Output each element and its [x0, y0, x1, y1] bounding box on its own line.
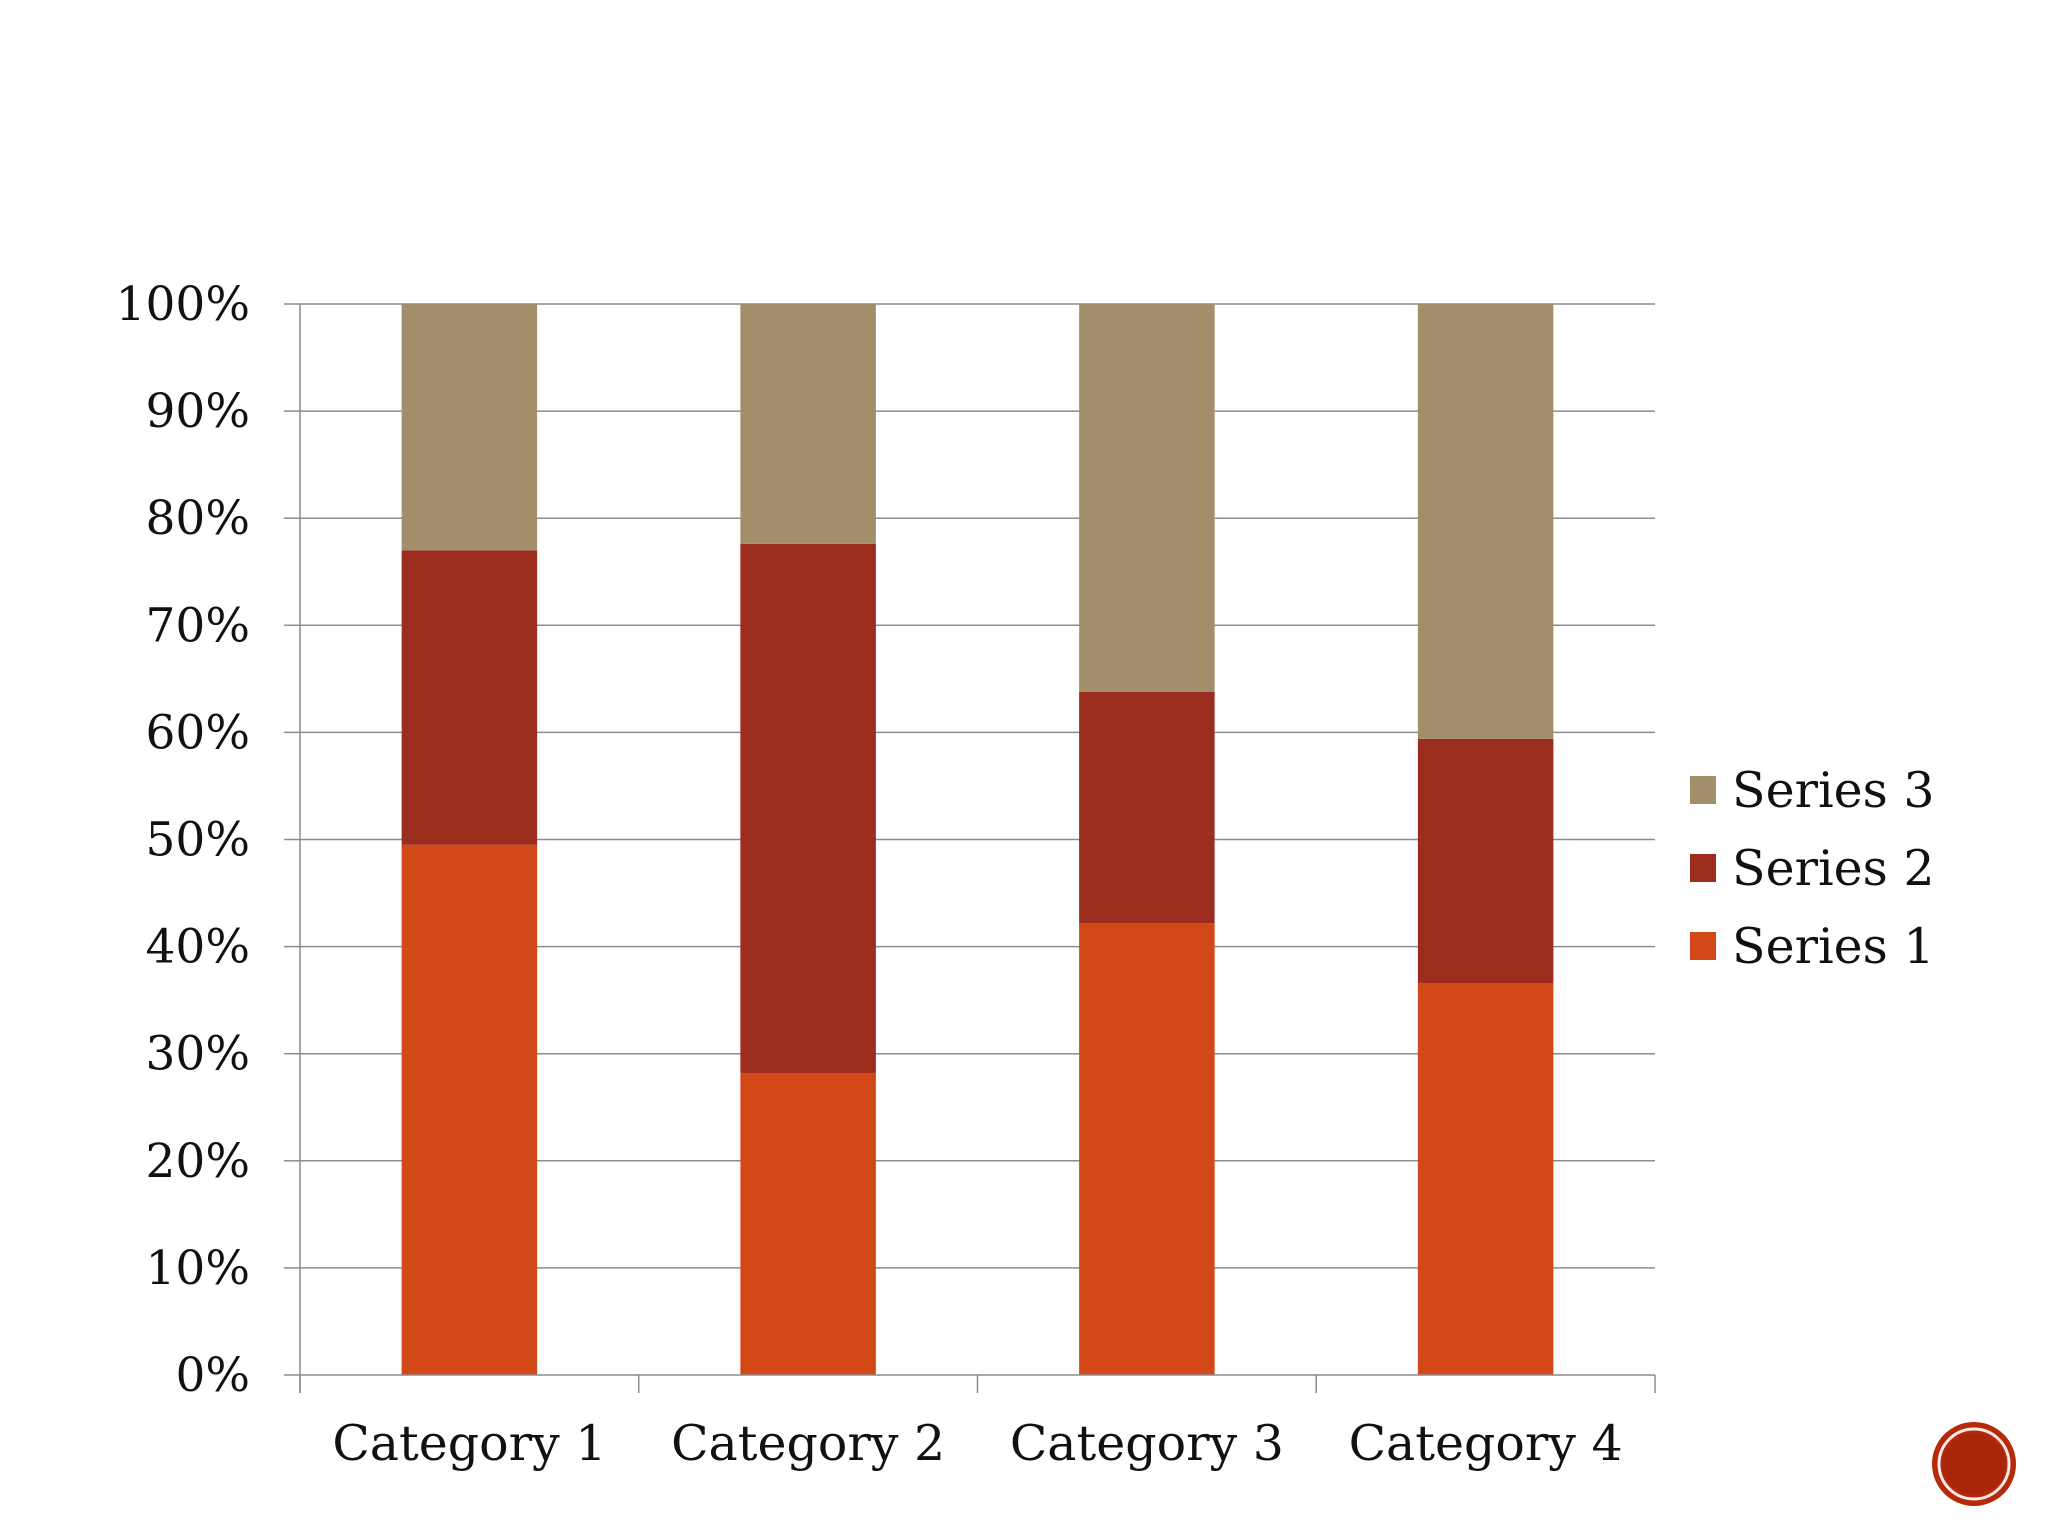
x-tick-labels: Category 1 Category 2 Category 3 Category 4 [332, 1415, 1622, 1472]
y-tick-label: 90% [146, 384, 250, 439]
bar-segment-1-1 [401, 844, 538, 1375]
bar-segment-2-1 [401, 550, 538, 845]
legend-swatch [1690, 932, 1716, 960]
legend-label: Series 1 [1732, 918, 1935, 975]
x-tick-label: Category 1 [332, 1415, 606, 1472]
legend-label: Series 2 [1732, 840, 1935, 897]
x-tick-label: Category 3 [1010, 1415, 1284, 1472]
y-tick-label: 60% [146, 705, 250, 760]
y-tick-label: 100% [116, 277, 250, 332]
bar-segment-3-2 [740, 304, 876, 544]
x-tick-label: Category 2 [671, 1415, 945, 1472]
legend-swatch [1690, 854, 1716, 882]
bar-segment-3-3 [1079, 304, 1215, 692]
y-tick-label: 80% [146, 491, 250, 546]
legend-label: Series 3 [1732, 762, 1935, 819]
axes [284, 303, 1656, 1393]
y-tick-label: 20% [146, 1134, 250, 1189]
y-tick-label: 0% [175, 1348, 250, 1403]
slide-badge-icon [1932, 1422, 2016, 1506]
bar-segment-1-2 [740, 1072, 876, 1375]
bars [401, 304, 1554, 1375]
y-tick-label: 30% [146, 1027, 250, 1082]
bar-segment-2-2 [740, 543, 876, 1073]
y-tick-label: 50% [146, 813, 250, 868]
bar-segment-3-1 [401, 304, 538, 551]
bar-segment-2-4 [1417, 738, 1554, 984]
bar-segment-1-4 [1417, 983, 1554, 1375]
legend: Series 3 Series 2 Series 1 [1690, 762, 1935, 975]
y-tick-label: 40% [146, 920, 250, 975]
legend-swatch [1690, 776, 1716, 804]
bar-segment-2-3 [1079, 691, 1215, 924]
y-tick-labels: 0% 10% 20% 30% 40% 50% 60% 70% 80% 90% 100% [116, 277, 250, 1403]
y-tick-label: 10% [146, 1241, 250, 1296]
bar-segment-3-4 [1417, 304, 1554, 739]
x-tick-label: Category 4 [1349, 1415, 1623, 1472]
y-tick-label: 70% [146, 598, 250, 653]
bar-segment-1-3 [1079, 923, 1215, 1375]
